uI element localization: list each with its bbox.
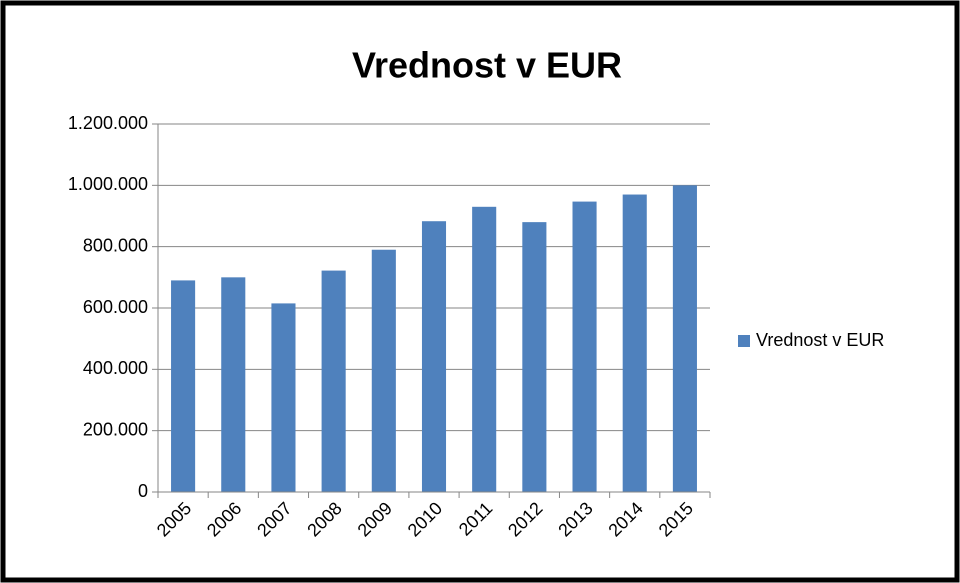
y-tick-label: 200.000 [83, 419, 148, 439]
y-tick-label: 800.000 [83, 235, 148, 255]
bar [672, 185, 697, 493]
chart-title: Vrednost v EUR [352, 45, 622, 86]
bar [572, 201, 597, 492]
y-tick-label: 400.000 [83, 358, 148, 378]
y-tick-label: 1.200.000 [68, 113, 148, 133]
bar [472, 206, 497, 493]
bar [421, 221, 447, 493]
bar [321, 270, 346, 492]
y-tick-label: 600.000 [83, 297, 148, 317]
y-tick-label: 0 [138, 481, 148, 501]
bar [221, 277, 246, 492]
legend-label: Vrednost v EUR [756, 330, 884, 350]
legend-swatch [738, 335, 750, 347]
bar [171, 280, 196, 492]
bar [522, 222, 547, 492]
y-tick-label: 1.000.000 [68, 174, 148, 194]
bar [622, 194, 647, 493]
bar [271, 303, 296, 492]
bar [371, 249, 396, 492]
